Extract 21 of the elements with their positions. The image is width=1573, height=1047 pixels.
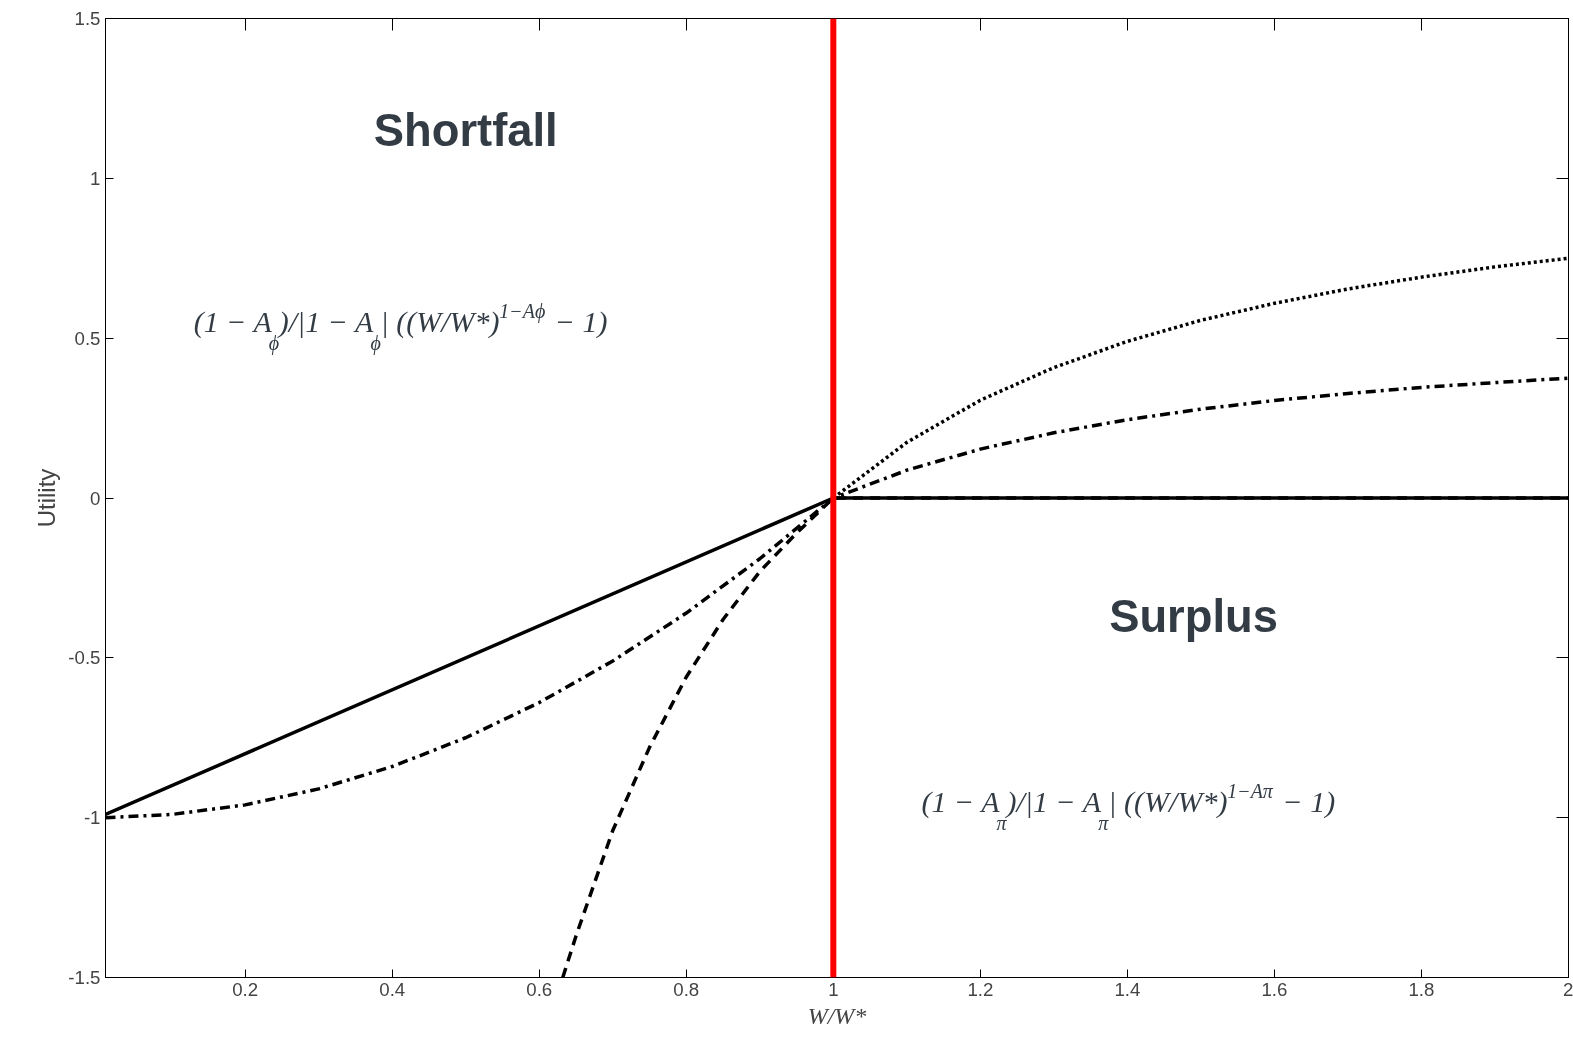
x-tick-label: 0.6 — [526, 978, 553, 1000]
x-tick-label: 1.6 — [1261, 978, 1288, 1000]
x-tick-label: 1.4 — [1114, 978, 1141, 1000]
annotation: Surplus — [1109, 590, 1278, 642]
y-tick-label: -1 — [83, 807, 101, 829]
x-tick-label: 1 — [828, 978, 839, 1000]
y-tick-label: 0.5 — [74, 327, 101, 349]
x-tick-label: 1.8 — [1408, 978, 1435, 1000]
y-tick-label: -0.5 — [68, 647, 101, 669]
y-tick-label: 0 — [90, 487, 101, 509]
x-tick-label: 2 — [1563, 978, 1573, 1000]
x-axis-title: W/W* — [807, 1002, 867, 1029]
x-tick-label: 1.2 — [967, 978, 994, 1000]
y-tick-label: 1.5 — [74, 8, 101, 29]
y-axis-title: Utility — [33, 468, 61, 528]
y-tick-label: -1.5 — [68, 967, 101, 988]
x-tick-label: 0.4 — [379, 978, 406, 1000]
x-tick-label: 0.2 — [232, 978, 259, 1000]
x-tick-label: 0.8 — [673, 978, 700, 1000]
y-tick-label: 1 — [90, 167, 101, 189]
annotation: Shortfall — [373, 104, 558, 156]
